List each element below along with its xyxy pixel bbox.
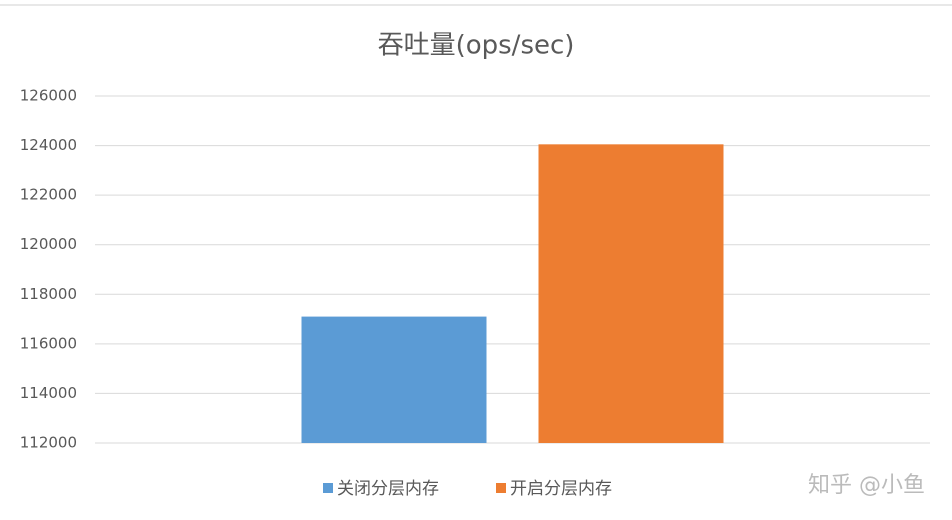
y-tick-label: 120000 bbox=[20, 235, 77, 253]
y-tick-label: 114000 bbox=[20, 384, 77, 402]
legend-swatch bbox=[323, 483, 333, 493]
watermark: 知乎 @小鱼 bbox=[808, 473, 925, 498]
y-tick-label: 126000 bbox=[20, 87, 77, 105]
legend-swatch bbox=[496, 483, 506, 493]
bar bbox=[538, 144, 724, 443]
y-tick-label: 122000 bbox=[20, 186, 77, 204]
y-tick-label: 118000 bbox=[20, 285, 77, 303]
y-tick-label: 124000 bbox=[20, 136, 77, 154]
legend-label: 关闭分层内存 bbox=[337, 479, 439, 499]
legend-label: 开启分层内存 bbox=[510, 479, 612, 499]
bar bbox=[301, 316, 487, 443]
chart-title: 吞吐量(ops/sec) bbox=[378, 31, 575, 61]
y-tick-label: 116000 bbox=[20, 334, 77, 352]
y-tick-label: 112000 bbox=[20, 434, 77, 452]
